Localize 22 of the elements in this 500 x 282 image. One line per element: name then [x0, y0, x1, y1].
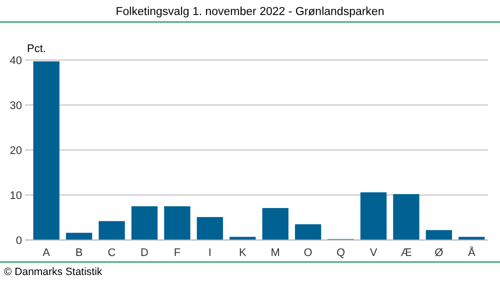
x-tick-label: D: [140, 247, 149, 259]
x-tick-label: B: [75, 247, 83, 259]
x-tick-label: Å: [468, 246, 476, 259]
x-tick-label: C: [108, 247, 116, 259]
x-tick-label: V: [370, 247, 378, 259]
x-tick-label: O: [304, 247, 313, 259]
x-tick-label: M: [270, 247, 280, 259]
y-tick-label: 40: [10, 55, 22, 67]
text: © Danmarks Statistik: [4, 266, 103, 278]
y-tick-label: 20: [10, 145, 22, 157]
y-tick-label: 10: [10, 190, 22, 202]
x-tick-label: F: [174, 247, 181, 259]
x-tick-label: Ø: [434, 247, 444, 259]
x-tick-label: I: [208, 247, 212, 259]
chart-title: Folketingsvalg 1. november 2022 - Grønlandsparken: [116, 6, 384, 18]
y-tick-label: 0: [16, 235, 22, 247]
x-tick-label: Æ: [400, 247, 412, 259]
x-tick-label: A: [42, 247, 51, 259]
y-axis-title: Pct.: [27, 43, 46, 55]
y-tick-label: 30: [10, 100, 22, 112]
x-tick-label: K: [238, 247, 247, 259]
x-tick-label: Q: [336, 247, 346, 259]
